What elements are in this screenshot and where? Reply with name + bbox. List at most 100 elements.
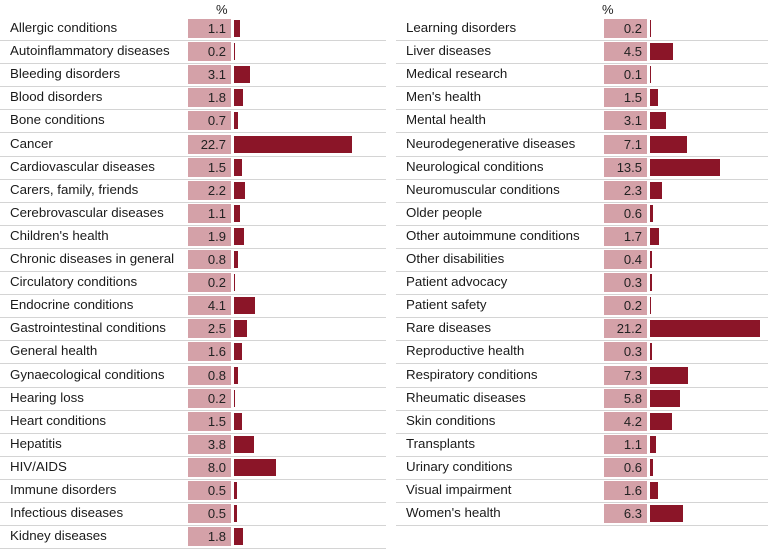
bar — [234, 251, 239, 268]
value-label: 0.2 — [188, 273, 231, 293]
category-label: General health — [10, 343, 98, 359]
percent-header-right: % — [602, 2, 614, 17]
category-label: Gastrointestinal conditions — [10, 320, 166, 336]
category-label: Heart conditions — [10, 412, 107, 428]
category-label: Hepatitis — [10, 435, 62, 451]
bar — [650, 181, 662, 199]
category-label: Transplants — [406, 435, 475, 451]
category-label: Patient safety — [406, 297, 487, 313]
bar — [234, 320, 247, 338]
percent-header-left: % — [216, 2, 228, 17]
bar-row: Women's health 6.3 — [396, 502, 768, 527]
bar — [234, 366, 239, 384]
bar-row: Medical research 0.1 — [396, 63, 768, 88]
value-label: 7.1 — [604, 134, 647, 154]
bar — [234, 274, 235, 292]
bar — [650, 135, 687, 153]
category-label: Visual impairment — [406, 482, 512, 497]
bar-row: Autoinflammatory diseases 0.2 — [0, 40, 386, 65]
value-label: 0.2 — [188, 388, 231, 408]
bar — [234, 412, 242, 430]
bar-row: Patient advocacy 0.3 — [396, 271, 768, 296]
bar-row: Hepatitis 3.8 — [0, 433, 386, 457]
bar — [234, 389, 235, 407]
category-label: Carers, family, friends — [10, 181, 139, 197]
value-label: 7.3 — [604, 365, 647, 385]
value-label: 5.8 — [604, 388, 647, 408]
bar-row: Cancer 22.7 — [0, 133, 386, 157]
bar — [650, 158, 721, 176]
bar — [650, 482, 659, 499]
category-label: Mental health — [406, 112, 486, 128]
bar — [234, 458, 276, 476]
bar — [650, 343, 652, 361]
value-label: 3.1 — [604, 111, 647, 131]
category-label: Autoinflammatory diseases — [10, 43, 170, 59]
category-label: Respiratory conditions — [406, 366, 538, 382]
category-label: Cancer — [10, 135, 53, 151]
value-label: 1.1 — [188, 19, 231, 38]
value-label: 0.2 — [604, 296, 647, 316]
value-label: 1.1 — [604, 434, 647, 454]
bar — [234, 343, 243, 361]
bar-row: Liver diseases 4.5 — [396, 40, 768, 65]
category-label: Immune disorders — [10, 482, 117, 497]
bar — [650, 435, 656, 453]
value-label: 0.6 — [604, 457, 647, 477]
value-label: 8.0 — [188, 457, 231, 477]
bar-row: Hearing loss 0.2 — [0, 387, 386, 411]
bar-row: Immune disorders 0.5 — [0, 479, 386, 503]
value-label: 4.2 — [604, 411, 647, 431]
category-label: Neuromuscular conditions — [406, 181, 560, 197]
category-label: Older people — [406, 204, 483, 220]
bar-row: Gastrointestinal conditions 2.5 — [0, 317, 386, 342]
category-label: Rheumatic diseases — [406, 389, 526, 405]
bar-row: Blood disorders 1.8 — [0, 86, 386, 111]
category-label: Bleeding disorders — [10, 66, 121, 82]
bar — [650, 366, 688, 384]
bar-row: HIV/AIDS 8.0 — [0, 456, 386, 480]
value-label: 1.1 — [188, 203, 231, 223]
bar — [650, 412, 672, 430]
bar-row: Cerebrovascular diseases 1.1 — [0, 202, 386, 226]
bar — [650, 505, 683, 523]
category-label: Allergic conditions — [10, 20, 118, 35]
category-label: Learning disorders — [406, 20, 517, 35]
bar-row: Rheumatic diseases 5.8 — [396, 387, 768, 411]
bar-row: Neurological conditions 13.5 — [396, 156, 768, 180]
bar — [234, 135, 352, 153]
bar — [650, 43, 674, 61]
value-label: 0.6 — [604, 203, 647, 223]
value-label: 4.5 — [604, 42, 647, 62]
category-label: Cardiovascular diseases — [10, 158, 155, 174]
bar-row: Allergic conditions 1.1 — [0, 17, 386, 41]
bar-row: Older people 0.6 — [396, 202, 768, 226]
category-label: Chronic diseases in general — [10, 251, 175, 266]
value-label: 0.4 — [604, 250, 647, 269]
category-label: Bone conditions — [10, 112, 105, 128]
bar-row: Visual impairment 1.6 — [396, 479, 768, 503]
value-label: 1.6 — [188, 342, 231, 362]
category-label: Children's health — [10, 227, 109, 243]
category-label: Skin conditions — [406, 412, 496, 428]
value-label: 6.3 — [604, 504, 647, 524]
bar-row: Other autoimmune conditions 1.7 — [396, 225, 768, 249]
bar-row: Circulatory conditions 0.2 — [0, 271, 386, 296]
category-label: HIV/AIDS — [10, 458, 67, 474]
bar-row: Rare diseases 21.2 — [396, 317, 768, 342]
bar-row: Men's health 1.5 — [396, 86, 768, 111]
bar — [234, 227, 244, 245]
bar-row: Heart conditions 1.5 — [0, 410, 386, 434]
category-label: Infectious diseases — [10, 505, 124, 521]
value-label: 3.8 — [188, 434, 231, 454]
bar — [234, 20, 240, 37]
value-label: 0.2 — [188, 42, 231, 62]
bar — [650, 458, 654, 476]
bar-row: Mental health 3.1 — [396, 109, 768, 134]
bar-row: Chronic diseases in general 0.8 — [0, 248, 386, 272]
bar — [650, 89, 658, 107]
bar-row: Bleeding disorders 3.1 — [0, 63, 386, 88]
value-label: 0.5 — [188, 481, 231, 500]
bar — [650, 20, 651, 37]
category-label: Medical research — [406, 66, 508, 82]
